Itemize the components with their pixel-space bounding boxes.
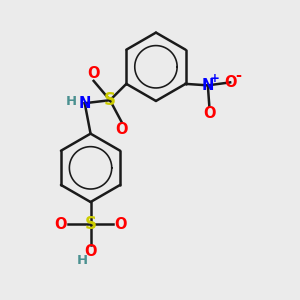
- Text: H: H: [66, 95, 77, 108]
- Text: S: S: [104, 91, 116, 109]
- Text: N: N: [202, 78, 214, 93]
- Text: O: O: [55, 217, 67, 232]
- Text: O: O: [116, 122, 128, 137]
- Text: O: O: [87, 66, 100, 81]
- Text: O: O: [224, 75, 236, 90]
- Text: +: +: [209, 72, 219, 85]
- Text: H: H: [77, 254, 88, 267]
- Text: O: O: [84, 244, 97, 259]
- Text: O: O: [114, 217, 127, 232]
- Text: N: N: [79, 96, 91, 111]
- Text: S: S: [85, 215, 97, 233]
- Text: -: -: [235, 68, 241, 83]
- Text: O: O: [203, 106, 216, 121]
